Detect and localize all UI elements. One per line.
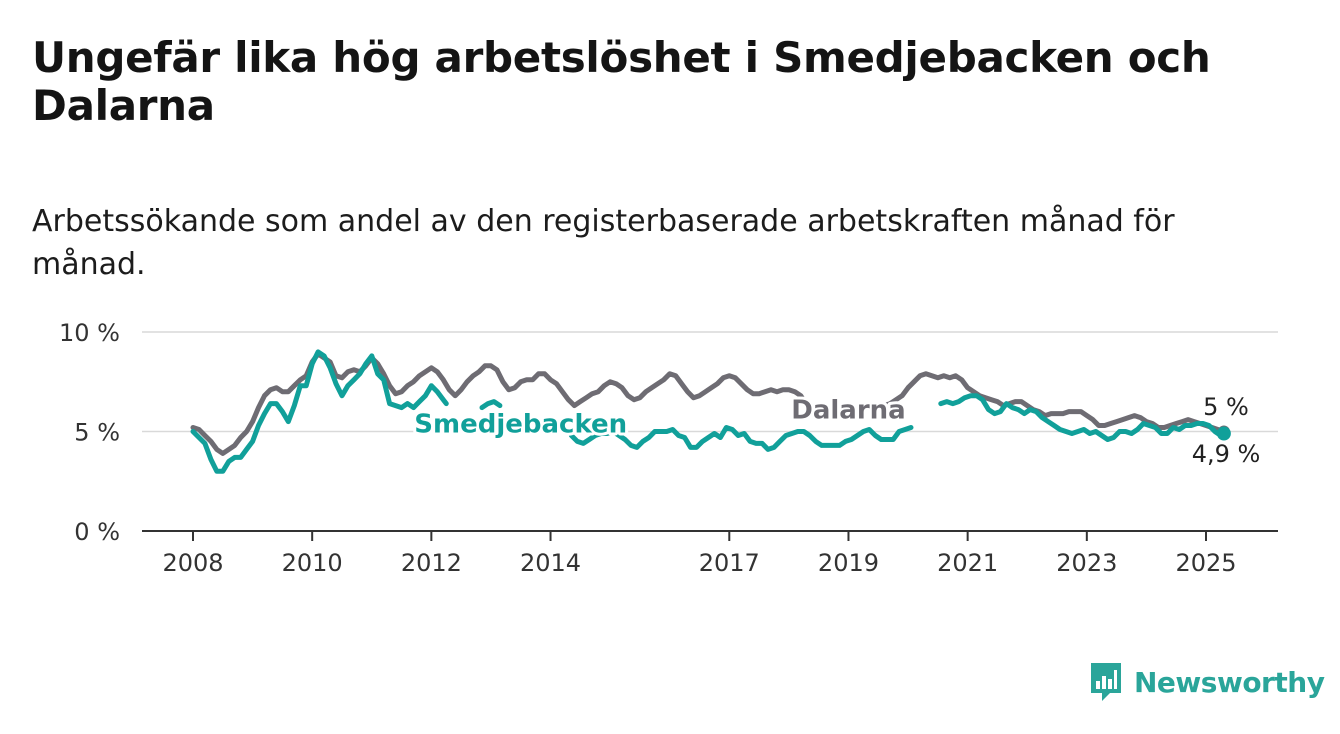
series-line-dalarna [190,351,816,456]
end-label-smedjebacken: 4,9 % [1192,440,1261,468]
series-line-smedjebacken [568,425,914,452]
newsworthy-chart-icon [1091,663,1121,701]
end-marker-smedjebacken [1216,426,1231,441]
x-tick-label: 2019 [818,549,879,577]
brand-logo: Newsworthy [1088,660,1325,704]
y-tick-label: 10 % [59,319,120,347]
series-label-smedjebacken: Smedjebacken [414,410,627,440]
brand-name: Newsworthy [1134,665,1325,699]
x-tick-label: 2012 [401,549,462,577]
x-tick-label: 2008 [162,549,223,577]
x-tick-label: 2021 [937,549,998,577]
series-line-smedjebacken [479,399,503,411]
series-line-smedjebacken [190,349,449,474]
x-tick-label: 2010 [282,549,343,577]
series-labels: Smedjebacken Dalarna 5 % 4,9 % [411,391,1263,471]
x-axis: 2008 2010 2012 2014 2017 2019 2021 2023 2025 [142,530,1278,577]
x-tick-label: 2025 [1175,549,1236,577]
series-line-dalarna [881,371,1227,434]
series-line-smedjebacken [938,393,1227,442]
x-tick-label: 2023 [1056,549,1117,577]
end-label-dalarna: 5 % [1203,393,1249,421]
y-tick-label: 5 % [74,419,120,447]
series-lines [190,349,1231,474]
series-label-dalarna: Dalarna [791,396,905,426]
y-tick-label: 0 % [74,518,120,546]
x-tick-label: 2014 [520,549,581,577]
chart-subtitle: Arbetssökande som andel av den registerb… [32,204,1175,282]
chart-title: Ungefär lika hög arbetslöshet i Smedjeba… [32,33,1211,130]
y-axis: 0 % 5 % 10 % [59,319,120,546]
grid-lines [142,331,1278,433]
x-tick-label: 2017 [699,549,760,577]
